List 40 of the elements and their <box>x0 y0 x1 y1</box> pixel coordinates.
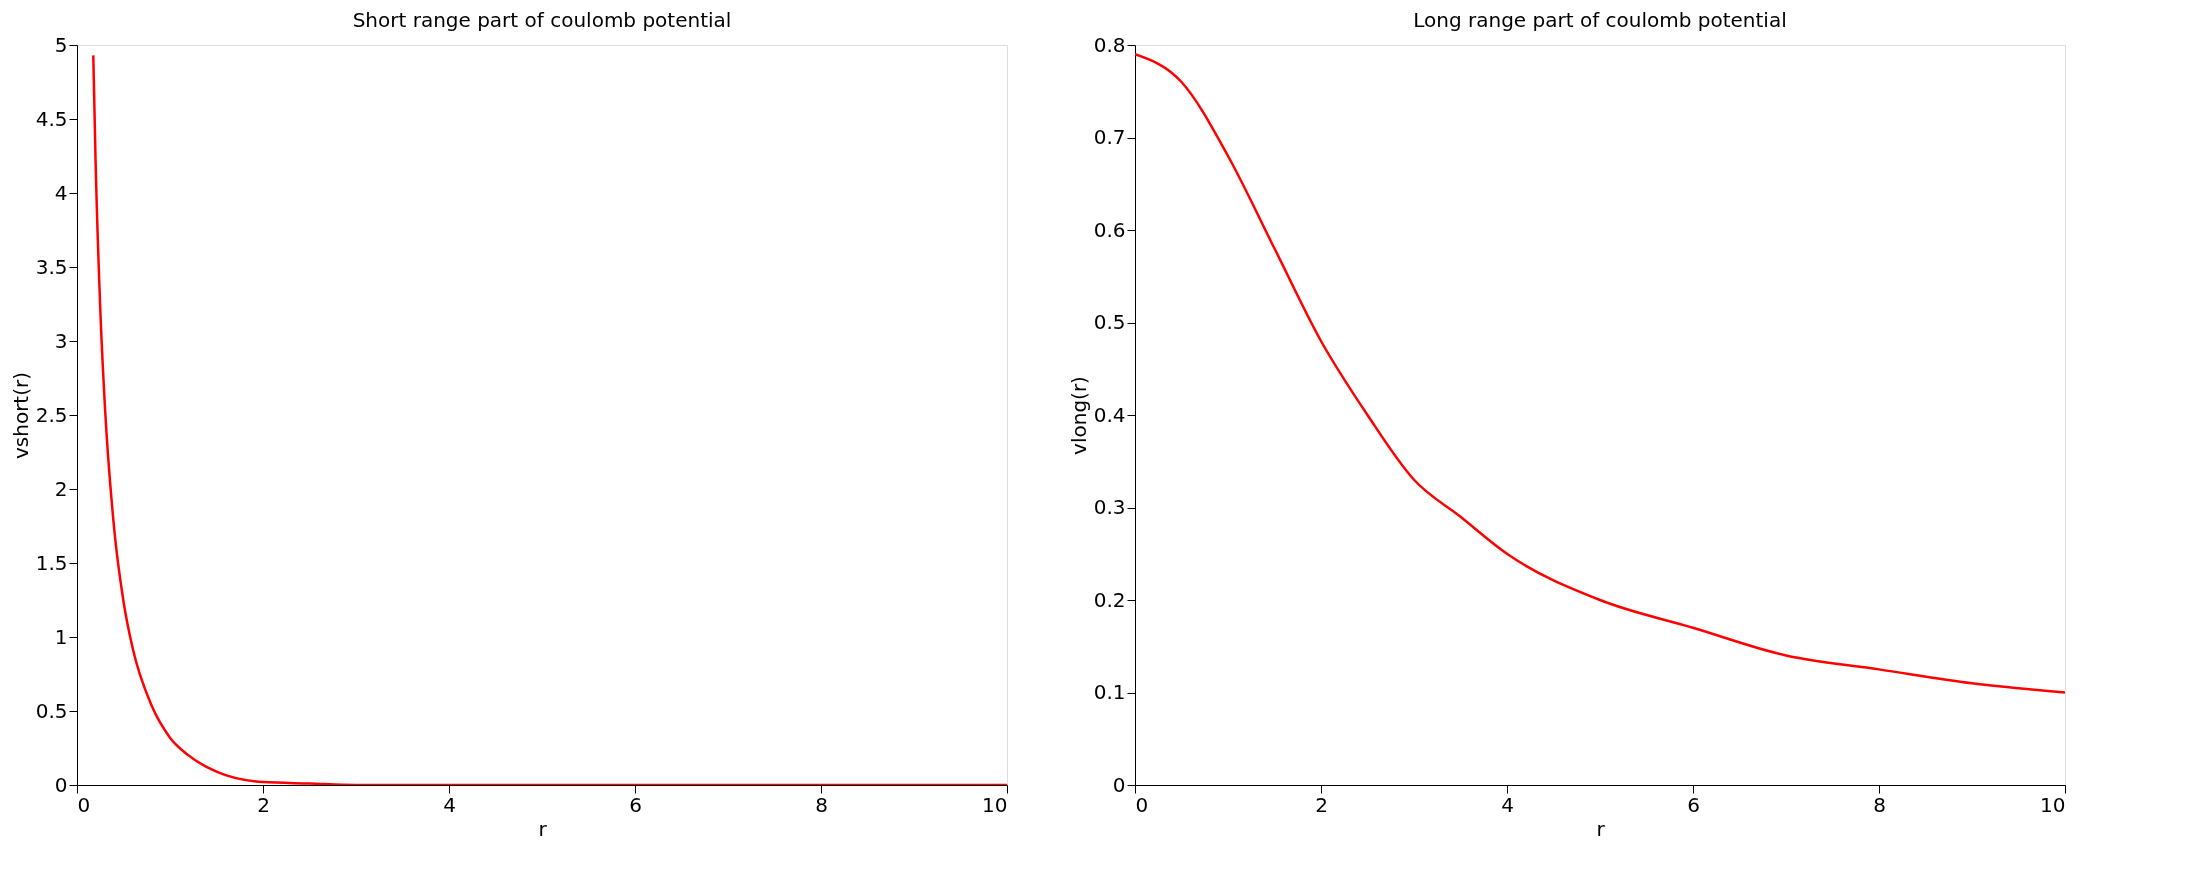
x-tick-label: 2 <box>1315 792 1328 817</box>
x-tick-label: 0 <box>77 792 91 817</box>
y-tick-label: 1.5 <box>35 550 68 575</box>
y-axis-title: vshort(r) <box>8 371 33 460</box>
y-tick-label: 4.5 <box>35 106 68 131</box>
y-tick-label: 0.7 <box>1093 125 1126 149</box>
x-tick-label: 4 <box>1501 792 1514 817</box>
y-tick-label: 2 <box>54 476 68 501</box>
y-tick-label: 0.3 <box>1093 495 1126 519</box>
y-tick-label: 0.5 <box>35 698 68 723</box>
y-tick-label: 2.5 <box>35 402 68 427</box>
y-tick-label: 0.2 <box>1093 587 1126 612</box>
line-series <box>92 54 1007 785</box>
y-tick-label: 3 <box>54 328 68 353</box>
y-tick-label: 0.8 <box>1093 32 1126 57</box>
line-series <box>1135 53 2065 694</box>
y-tick-label: 0 <box>1112 772 1126 797</box>
y-tick-label: 1 <box>54 624 68 649</box>
y-tick-label: 0 <box>54 772 68 797</box>
x-tick-label: 0 <box>1135 792 1149 817</box>
x-tick-label: 6 <box>629 792 642 817</box>
x-tick-label: 2 <box>257 792 270 817</box>
x-tick-label: 10 <box>2040 792 2066 817</box>
y-axis-title: vlong(r) <box>1066 376 1091 455</box>
x-tick-label: 4 <box>443 792 456 817</box>
chart-title: Long range part of coulomb potential <box>1413 8 1787 32</box>
chart-title: Short range part of coulomb potential <box>352 8 732 32</box>
y-tick-label: 4 <box>54 180 68 205</box>
y-tick-label: 0.5 <box>1093 310 1126 334</box>
x-tick-label: 8 <box>815 792 828 817</box>
y-tick-label: 0.6 <box>1093 217 1126 242</box>
x-tick-label: 10 <box>982 792 1008 817</box>
x-tick-label: 6 <box>1687 792 1700 817</box>
y-tick-label: 0.4 <box>1093 402 1126 427</box>
x-tick-label: 8 <box>1873 792 1886 817</box>
x-axis-title: r <box>538 816 548 841</box>
y-tick-label: 5 <box>54 32 68 57</box>
y-tick-label: 3.5 <box>35 254 68 279</box>
x-axis-title: r <box>1596 816 1606 841</box>
y-tick-label: 0.1 <box>1093 680 1126 704</box>
